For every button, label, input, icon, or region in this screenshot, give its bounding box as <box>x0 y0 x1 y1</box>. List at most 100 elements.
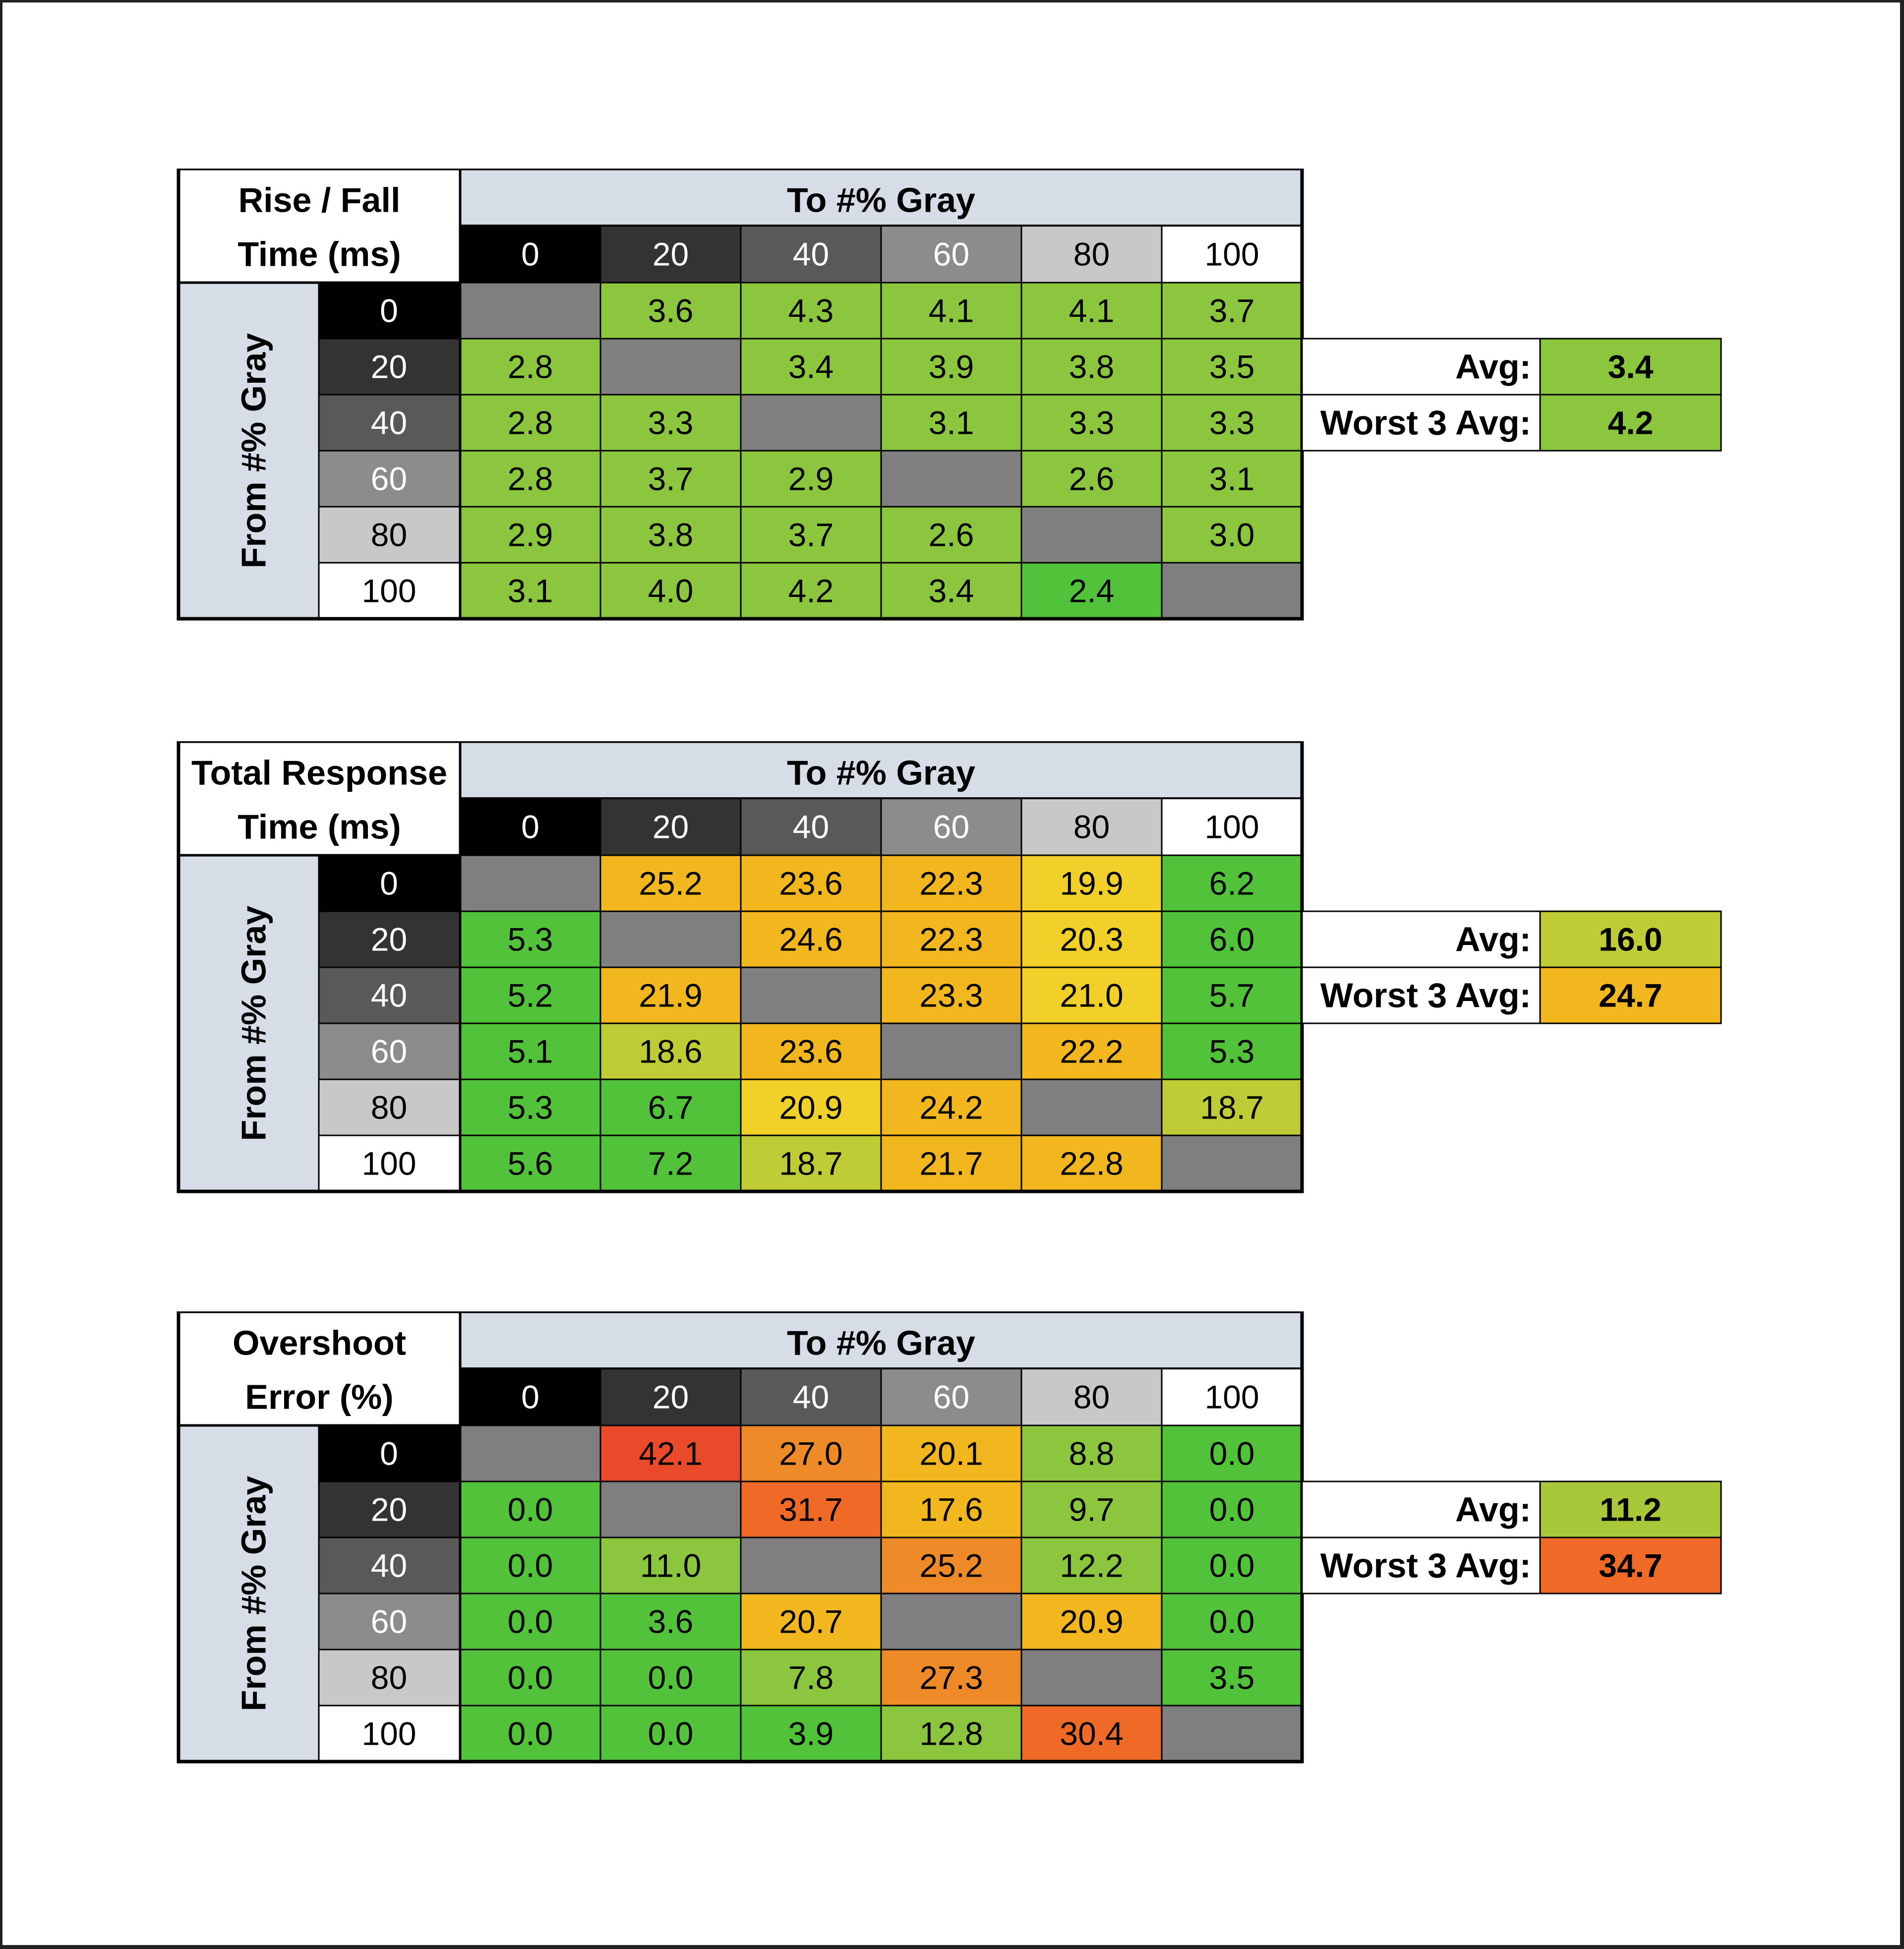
heat-cell-value: 4.3 <box>788 293 834 329</box>
heat-cell <box>599 338 742 396</box>
heat-cell-value: 3.1 <box>508 573 553 609</box>
heat-cell-value: 21.9 <box>639 977 702 1014</box>
heat-cell <box>880 394 1022 452</box>
heat-cell-value: 21.7 <box>919 1145 983 1182</box>
row-gray-label: 40 <box>371 977 407 1014</box>
heat-cell-value: 0.0 <box>1209 1547 1255 1584</box>
heat-cell <box>1020 338 1163 396</box>
heat-cell-value: 3.1 <box>1209 461 1255 497</box>
col-gray-swatch <box>881 798 1021 855</box>
row-gray-label: 40 <box>371 1547 407 1584</box>
heat-cell <box>599 1649 742 1707</box>
heat-cell-value: 3.3 <box>648 405 694 441</box>
summary-label: Worst 3 Avg: <box>1320 404 1531 442</box>
heat-cell-value: 3.0 <box>1209 517 1255 553</box>
heat-cell-value: 0.0 <box>508 1715 553 1752</box>
heat-cell-value: 20.9 <box>779 1089 842 1126</box>
heat-cell <box>1020 506 1163 564</box>
col-gray-label: 20 <box>653 236 689 273</box>
table-title-line-1: Total Response <box>191 753 447 792</box>
heat-cell <box>1161 1134 1303 1192</box>
heat-cell <box>880 1536 1022 1595</box>
heat-cell <box>740 1134 882 1192</box>
heat-cell <box>459 338 601 396</box>
heat-cell <box>459 1593 601 1651</box>
heat-cell-value: 11.0 <box>640 1547 702 1584</box>
summary-value-cell <box>1539 1480 1722 1538</box>
row-gray-swatch <box>319 1706 459 1762</box>
heat-cell-value: 4.1 <box>1069 293 1115 329</box>
heat-cell-value: 3.9 <box>929 349 974 385</box>
summary-label: Worst 3 Avg: <box>1320 976 1531 1015</box>
heat-cell <box>1161 450 1303 508</box>
heat-cell <box>1020 1480 1163 1538</box>
heat-cell-value: 2.4 <box>1069 573 1115 609</box>
heat-cell <box>599 910 742 968</box>
heat-cell-value: 2.6 <box>929 517 974 553</box>
heat-cell <box>880 450 1022 508</box>
heat-cell <box>459 506 601 564</box>
row-gray-label: 80 <box>371 1089 407 1126</box>
row-gray-label: 20 <box>371 1491 407 1528</box>
summary-value-cell <box>1539 966 1722 1024</box>
row-gray-label: 60 <box>371 1603 407 1640</box>
row-gray-label: 100 <box>361 573 416 609</box>
heat-cell <box>459 282 601 340</box>
heat-cell-value: 3.5 <box>1209 1659 1255 1696</box>
total-response-heatmap: Total Response Time (ms) To #% Gray From #%… <box>177 741 1722 1193</box>
heat-cell-value: 18.7 <box>779 1145 842 1182</box>
heat-cell-value: 5.2 <box>508 977 553 1014</box>
row-header-band <box>178 855 319 1191</box>
col-gray-swatch <box>1162 798 1302 855</box>
heat-cell-value: 0.0 <box>508 1659 553 1696</box>
row-gray-label: 0 <box>380 1435 398 1472</box>
heat-cell-value: 8.8 <box>1069 1435 1115 1472</box>
heat-cell <box>1020 854 1163 912</box>
col-gray-label: 0 <box>521 1379 539 1416</box>
row-gray-label: 0 <box>380 865 398 902</box>
table-title-line-2: Time (ms) <box>238 808 401 846</box>
summary-value: 4.2 <box>1608 405 1654 441</box>
summary-value-cell <box>1539 394 1722 452</box>
row-gray-swatch <box>319 395 459 451</box>
heat-cell-value: 30.4 <box>1060 1715 1123 1752</box>
summary-label-cell <box>1301 394 1541 452</box>
heat-cell-value: 3.3 <box>1209 405 1255 441</box>
summary-value: 11.2 <box>1600 1491 1662 1528</box>
total-response-table: Total Response Time (ms) To #% Gray From #%… <box>0 741 1904 1205</box>
summary-label-cell <box>1301 966 1541 1024</box>
heat-cell-value: 2.8 <box>508 461 553 497</box>
row-header-label: From #% Gray <box>235 333 273 569</box>
heat-cell-value: 0.0 <box>1209 1435 1255 1472</box>
table-title-line-2: Time (ms) <box>238 235 401 274</box>
heat-cell <box>459 450 601 508</box>
col-gray-swatch <box>1021 226 1162 283</box>
heat-cell <box>880 910 1022 968</box>
heat-cell-value: 18.7 <box>1200 1089 1263 1126</box>
row-gray-swatch <box>319 339 459 395</box>
heat-cell-value: 42.1 <box>639 1435 702 1472</box>
col-header-band <box>460 1311 1302 1368</box>
col-gray-swatch <box>1021 798 1162 855</box>
heat-cell-value: 23.3 <box>919 977 983 1014</box>
row-gray-label: 40 <box>371 405 407 441</box>
heat-cell-value: 0.0 <box>508 1603 553 1640</box>
summary-label: Avg: <box>1455 920 1531 959</box>
heat-cell <box>740 910 882 968</box>
heat-cell-value: 17.6 <box>919 1491 983 1528</box>
heat-cell-value: 25.2 <box>639 865 702 902</box>
row-gray-swatch <box>319 1650 459 1706</box>
heat-cell <box>1020 450 1163 508</box>
heat-cell <box>1161 1705 1303 1763</box>
heat-cell-value: 3.6 <box>648 293 694 329</box>
heat-cell-value: 12.2 <box>1060 1547 1123 1584</box>
heat-cell <box>740 282 882 340</box>
heat-cell-value: 0.0 <box>648 1715 694 1752</box>
heat-cell <box>880 1480 1022 1538</box>
row-gray-label: 100 <box>361 1145 416 1182</box>
heat-cell <box>1020 1536 1163 1595</box>
heat-cell-value: 22.3 <box>919 865 983 902</box>
row-gray-swatch <box>319 855 459 911</box>
heat-cell-value: 4.1 <box>929 293 974 329</box>
